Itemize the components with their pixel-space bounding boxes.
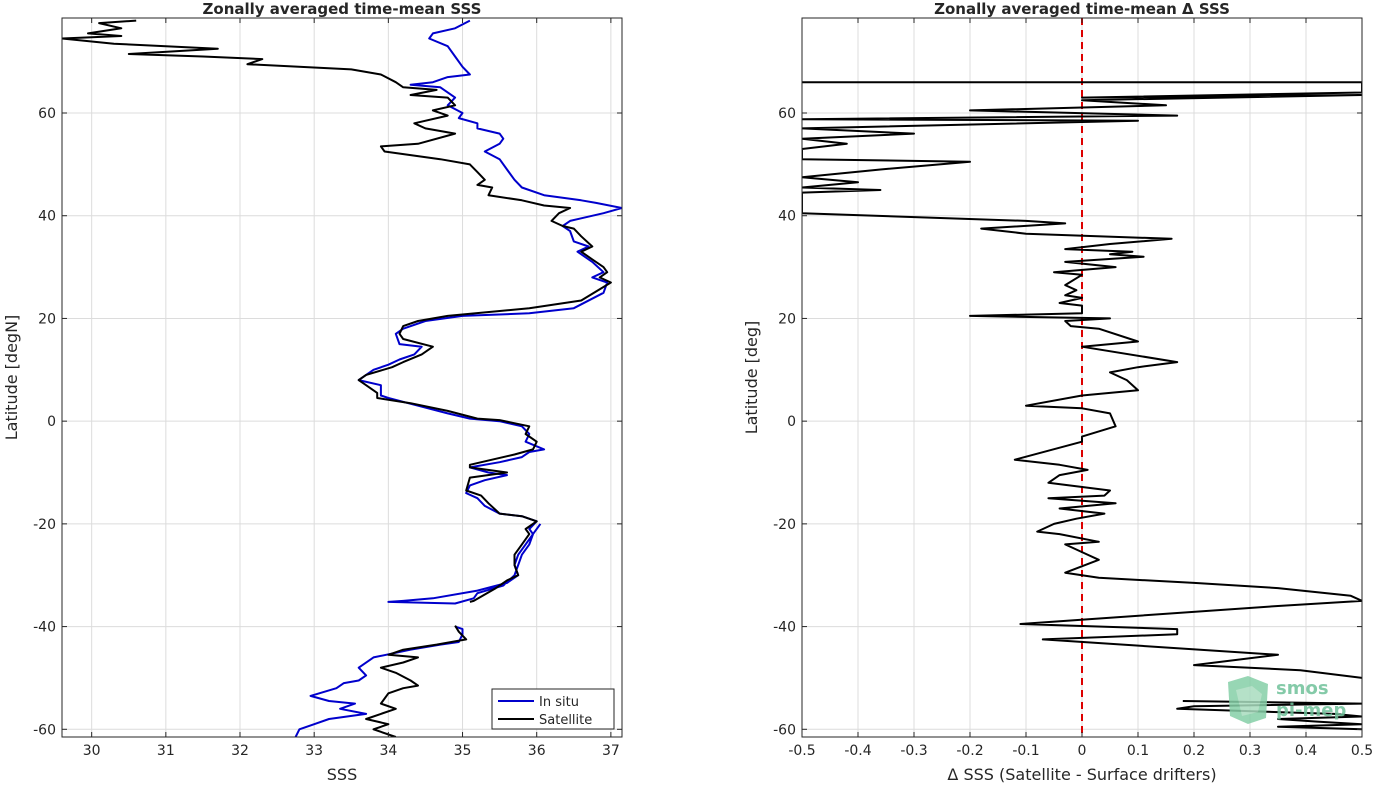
x-tick-label: 0.4 xyxy=(1295,743,1317,759)
chart-2: -0.5 -0.4 -0.3 -0.2 -0.1 0 0.1 0.2 0.3 0.4 0.5 -60 -… xyxy=(742,0,1373,784)
series-line-satellite-4 xyxy=(365,625,468,737)
y-tick-label: -60 xyxy=(33,722,56,738)
y-axis-label: Latitude [deg] xyxy=(742,321,761,435)
y-tick-label: 60 xyxy=(778,106,796,122)
y-tick-label: -20 xyxy=(773,517,796,533)
legend-label-1: In situ xyxy=(539,695,579,710)
x-tick-label: 0.5 xyxy=(1351,743,1373,759)
x-tick-label: -0.4 xyxy=(844,743,871,759)
y-tick-label: 20 xyxy=(38,311,56,327)
x-tick-label: 37 xyxy=(602,743,620,759)
legend: In situ Satellite xyxy=(491,688,615,730)
y-tick-label: -60 xyxy=(773,722,796,738)
x-tick-label: 32 xyxy=(231,743,249,759)
x-tick-label: -0.1 xyxy=(1012,743,1039,759)
plot-frame xyxy=(61,17,623,738)
chart-title: Zonally averaged time-mean SSS xyxy=(203,0,482,18)
x-tick-label: 36 xyxy=(528,743,546,759)
series-line-satellite-2 xyxy=(62,19,612,603)
logo-shape-inner xyxy=(1236,686,1262,716)
logo-text-line2: pi-mep xyxy=(1276,700,1346,721)
series-line-in-situ-3 xyxy=(294,625,464,737)
x-tick-label: 30 xyxy=(83,743,101,759)
x-tick-label: -0.3 xyxy=(900,743,927,759)
y-tick-label: 60 xyxy=(38,106,56,122)
x-tick-label: 31 xyxy=(157,743,175,759)
x-tick-label: 0.1 xyxy=(1127,743,1149,759)
chart-title: Zonally averaged time-mean Δ SSS xyxy=(934,0,1230,18)
y-tick-label: -20 xyxy=(33,517,56,533)
y-tick-label: 0 xyxy=(47,414,56,430)
grid xyxy=(62,18,622,737)
series-line-in-situ-1 xyxy=(357,19,622,605)
x-axis-label: SSS xyxy=(327,765,357,784)
legend-label-2: Satellite xyxy=(539,713,592,728)
x-tick-label: 0 xyxy=(1078,743,1087,759)
legend-box xyxy=(491,688,615,730)
y-tick-label: 0 xyxy=(787,414,796,430)
chart-1: 30 31 32 33 34 35 36 37 -60 -40 -20 0 20 40 60 Zonally … xyxy=(2,0,623,784)
x-tick-label: -0.2 xyxy=(956,743,983,759)
y-tick-label: 20 xyxy=(778,311,796,327)
series-line-delta-1 xyxy=(802,81,1362,679)
x-tick-label: 0.2 xyxy=(1183,743,1205,759)
series-group xyxy=(62,19,622,737)
x-tick-label: -0.5 xyxy=(788,743,815,759)
x-tick-label: 35 xyxy=(454,743,472,759)
y-tick-label: -40 xyxy=(773,620,796,636)
x-tick-label: 0.3 xyxy=(1239,743,1261,759)
plot-area xyxy=(62,18,622,737)
y-tick-label: 40 xyxy=(778,209,796,225)
x-axis-label: Δ SSS (Satellite - Surface drifters) xyxy=(947,765,1216,784)
y-axis-label: Latitude [degN] xyxy=(2,315,21,441)
logo-text-line1: smos xyxy=(1276,678,1329,699)
x-tick-label: 34 xyxy=(379,743,397,759)
y-tick-label: -40 xyxy=(33,620,56,636)
x-tick-label: 33 xyxy=(305,743,323,759)
y-tick-label: 40 xyxy=(38,209,56,225)
